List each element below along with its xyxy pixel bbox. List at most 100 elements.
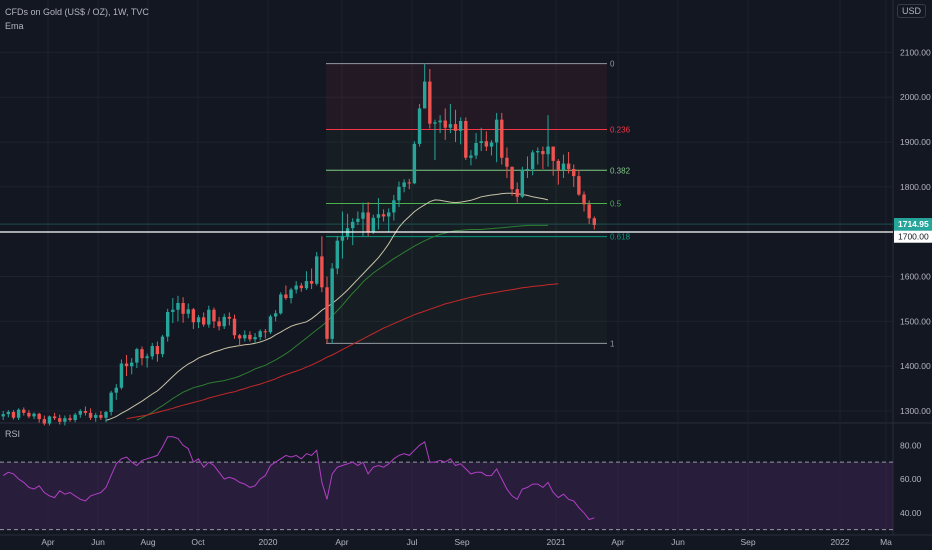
candle-body [191, 309, 196, 323]
candle-body [530, 152, 535, 169]
candle-body [551, 146, 555, 161]
candle-body [536, 151, 540, 153]
time-tick-label: 2021 [547, 537, 566, 547]
candle-body [243, 334, 247, 339]
currency-button[interactable]: USD [896, 4, 926, 18]
time-tick-label: Aug [140, 537, 155, 547]
candle-body [592, 218, 596, 225]
candle-body [474, 142, 478, 156]
candle-body [448, 124, 453, 128]
candle-body [438, 120, 442, 123]
candle-body [124, 363, 129, 367]
time-tick-label: Sep [740, 537, 755, 547]
candle-body [284, 294, 288, 299]
candle-body [37, 413, 41, 420]
fib-level-label: 0.236 [610, 126, 631, 135]
symbol-title[interactable]: CFDs on Gold (US$ / OZ), 1W, TVC [5, 7, 149, 17]
fib-level-label: 1 [610, 339, 615, 348]
candle-body [541, 151, 545, 155]
candle-body [412, 143, 417, 184]
price-tick-label: 1400.00 [900, 361, 931, 371]
rsi-title: RSI [5, 429, 20, 439]
axes: 1300.00 1400.00 1500.00 1600.00 1700.00 1800.… [41, 47, 931, 547]
candle-body [315, 256, 319, 284]
candle-body [63, 418, 67, 422]
candle-body [500, 119, 504, 158]
fibonacci-retracement: 0 0.236 0.382 0.5 0.618 1 [326, 60, 631, 348]
candle-body [88, 412, 93, 418]
candle-body [428, 81, 432, 124]
rsi-tick-label: 40.00 [900, 508, 922, 518]
candle-body [160, 336, 165, 355]
price-tick-label: 1300.00 [900, 406, 931, 416]
candle-body [510, 166, 514, 190]
candle-body [340, 236, 345, 241]
candle-body [505, 157, 509, 167]
candle-body [83, 411, 88, 413]
candle-body [201, 317, 206, 325]
candle-body [232, 318, 237, 336]
candle-body [376, 214, 381, 218]
candle-body [52, 416, 57, 419]
candle-body [237, 335, 242, 339]
candle-body [58, 418, 62, 422]
candle-body [42, 419, 47, 424]
price-tick-label: 2100.00 [900, 47, 931, 57]
candle-body [99, 415, 103, 418]
candle-body [68, 418, 72, 420]
candle-body [32, 413, 36, 417]
last-price-value: 1714.95 [898, 219, 929, 229]
candle-body [304, 281, 309, 289]
candle-body [371, 217, 375, 233]
time-tick-label: 2020 [259, 537, 278, 547]
candle-body [165, 311, 170, 337]
candle-body [94, 415, 98, 418]
candle-body [489, 142, 494, 147]
candle-body [16, 409, 21, 418]
candle-body [387, 212, 391, 217]
price-tick-label: 1800.00 [900, 182, 931, 192]
candles [1, 63, 596, 426]
candle-body [330, 268, 334, 339]
fib-level-label: 0.5 [610, 199, 622, 208]
rsi-tick-label: 80.00 [900, 440, 922, 450]
candle-body [556, 160, 561, 170]
candle-body [572, 168, 576, 177]
candle-body [186, 309, 190, 314]
marker-price-value: 1700.00 [898, 232, 929, 242]
candle-body [566, 163, 571, 169]
candle-body [366, 212, 370, 233]
candle-body [294, 285, 298, 290]
candle-body [222, 316, 226, 327]
candle-body [433, 122, 437, 124]
fib-level-label: 0.618 [610, 233, 631, 242]
candle-body [135, 349, 139, 363]
rsi-tick-label: 60.00 [900, 474, 922, 484]
candle-body [484, 141, 489, 147]
candle-body [227, 316, 232, 319]
candle-body [479, 141, 483, 143]
candle-body [11, 411, 16, 418]
candle-body [515, 189, 519, 197]
candle-body [561, 163, 566, 170]
indicator-label[interactable]: Ema [5, 21, 24, 31]
candle-body [27, 412, 31, 417]
candle-body [582, 194, 586, 205]
candle-body [458, 121, 463, 131]
candle-body [587, 204, 591, 219]
time-tick-label: Sep [454, 537, 469, 547]
candle-body [320, 256, 324, 288]
candle-body [248, 334, 252, 340]
candle-body [402, 182, 406, 187]
candle-body [469, 155, 473, 158]
candle-body [47, 416, 52, 424]
candle-body [273, 313, 278, 317]
time-tick-label: Ma [880, 537, 892, 547]
ema-line [136, 224, 548, 421]
candle-body [145, 356, 149, 359]
price-tick-label: 2000.00 [900, 92, 931, 102]
candle-body [417, 108, 422, 144]
price-tick-label: 1900.00 [900, 137, 931, 147]
